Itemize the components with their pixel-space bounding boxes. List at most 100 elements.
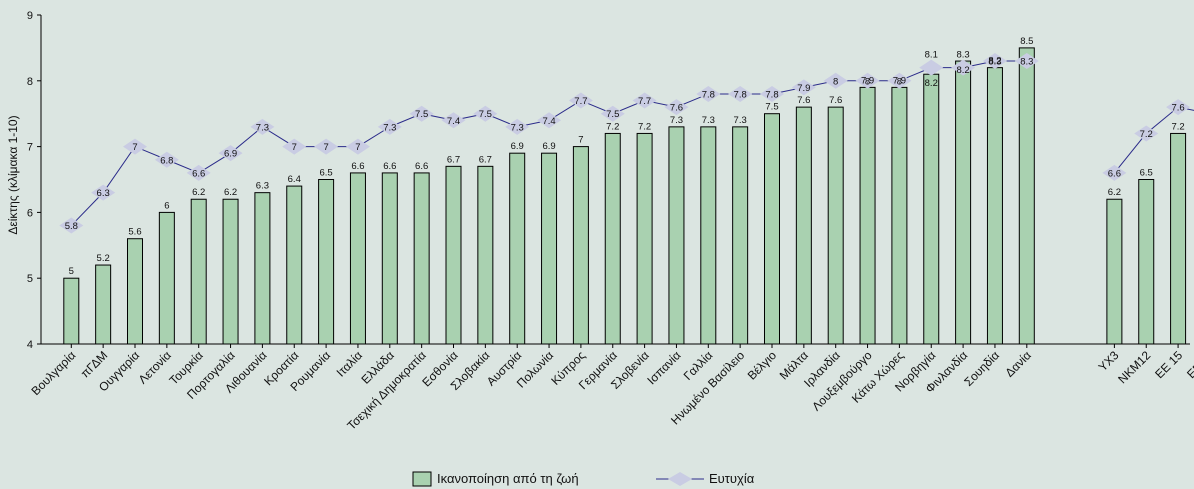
bar-value-label: 5.2 [97, 253, 110, 264]
line-series-path [1113, 106, 1194, 174]
line-value-label: 7.4 [542, 116, 555, 127]
bar [1106, 198, 1123, 345]
bar-value-label: 6.3 [256, 181, 269, 192]
line-value-label: 7.9 [797, 83, 810, 94]
bar-value-label: 6.6 [383, 161, 396, 172]
legend-bar-label: Ικανοποίηση από τη ζωή [437, 471, 579, 486]
line-value-label: 8 [897, 76, 902, 87]
line-marker [760, 85, 784, 102]
bar-value-label: 7.5 [765, 102, 778, 113]
bar [222, 198, 239, 345]
line-value-label: 7.3 [511, 122, 524, 133]
bar [477, 165, 494, 345]
bar [859, 86, 876, 345]
bar [445, 165, 462, 345]
line-value-label: 8.3 [988, 57, 1001, 68]
bar-value-label: 6.9 [542, 141, 555, 152]
bar [541, 152, 558, 345]
line-value-label: 8.3 [1020, 57, 1033, 68]
bar-series [63, 47, 1187, 345]
y-tick-label: 9 [27, 10, 33, 22]
legend-line-marker [668, 472, 692, 486]
bar-value-label: 7.3 [734, 115, 747, 126]
line-value-label: 7.6 [1171, 103, 1184, 114]
y-tick-label: 7 [27, 142, 33, 154]
y-tick-label: 8 [27, 76, 33, 88]
bar [286, 185, 303, 345]
bar [63, 277, 80, 345]
line-value-label: 7.8 [765, 89, 778, 100]
line-value-label: 6.9 [224, 149, 237, 160]
bar-value-label: 6.2 [192, 187, 205, 198]
bar-value-label: 8.5 [1020, 36, 1033, 47]
bar-value-label: 6.2 [224, 187, 237, 198]
bar [349, 172, 366, 345]
bar [254, 192, 271, 345]
x-category-label: ΝΚΜ12 [1115, 348, 1153, 386]
bar-value-label: 7 [578, 135, 583, 146]
bar-value-label: 6.6 [351, 161, 364, 172]
bar [604, 132, 621, 345]
line-value-label: 7 [355, 142, 360, 153]
legend-bar-swatch [412, 471, 432, 487]
line-value-label: 6.8 [160, 155, 173, 166]
bar [700, 126, 717, 345]
bar [636, 132, 653, 345]
bar-value-label: 7.2 [638, 121, 651, 132]
bar-value-label: 5.6 [128, 227, 141, 238]
line-series [59, 53, 1194, 234]
line-marker [664, 99, 689, 116]
line-value-label: 7.3 [383, 122, 396, 133]
line-value-label: 6.6 [192, 168, 205, 179]
bar-value-label: 7.3 [702, 115, 715, 126]
line-marker [696, 85, 721, 102]
bar-value-label: 8.3 [956, 50, 969, 61]
line-marker [1166, 99, 1191, 116]
line-value-label: 7.5 [479, 109, 492, 120]
line-marker [600, 105, 625, 122]
line-marker [1014, 53, 1039, 70]
legend: Ικανοποίηση από τη ζωή Ευτυχία [412, 471, 755, 487]
line-marker [345, 138, 370, 155]
y-axis-label: Δείκτης (κλίμακα 1-10) [6, 115, 20, 234]
bar [190, 198, 207, 345]
line-value-label: 7.2 [1140, 129, 1153, 140]
line-marker [855, 72, 880, 89]
x-category-label: ΕΕ 27 [1184, 348, 1194, 381]
bar [764, 113, 780, 345]
bar-value-label: 7.2 [606, 121, 619, 132]
line-marker [91, 184, 116, 201]
bar-value-label: 7.2 [1171, 121, 1184, 132]
bar-value-label: 7.9 [861, 75, 874, 86]
line-marker [951, 59, 976, 76]
bar-value-label: 7.6 [829, 95, 842, 106]
line-marker [282, 138, 307, 155]
line-marker [314, 138, 339, 155]
bar [95, 264, 112, 345]
bar-value-label: 6.6 [415, 161, 428, 172]
line-marker [568, 92, 593, 109]
x-category-label: Δανία [1002, 348, 1034, 380]
data-labels: 5 5.8 5.2 6.3 5.6 7 6 6.8 6.2 6.6 6.2 6.9 6.3 7.3 6.4 7… [65, 36, 1185, 277]
bar-value-label: 8.2 [988, 56, 1001, 67]
line-value-label: 7.3 [256, 122, 269, 133]
line-value-label: 8 [865, 76, 870, 87]
bar-value-label: 6.2 [1108, 187, 1121, 198]
x-category-label: ΥΧ3 [1096, 348, 1122, 374]
bar-value-label: 8.1 [925, 50, 938, 61]
line-marker [982, 53, 1007, 70]
line-value-label: 8.2 [925, 78, 938, 89]
y-tick-label: 6 [27, 207, 33, 219]
line-value-label: 7.4 [447, 116, 460, 127]
bar [668, 126, 685, 345]
y-tick-label: 4 [27, 339, 33, 351]
bar [127, 238, 143, 345]
bar-value-label: 7.3 [670, 115, 683, 126]
line-value-label: 8 [833, 76, 838, 87]
line-value-label: 7.7 [638, 96, 651, 107]
bar-value-label: 6.9 [511, 141, 524, 152]
bar [923, 73, 940, 345]
bar-value-label: 5 [69, 266, 74, 277]
line-value-label: 7 [132, 142, 137, 153]
